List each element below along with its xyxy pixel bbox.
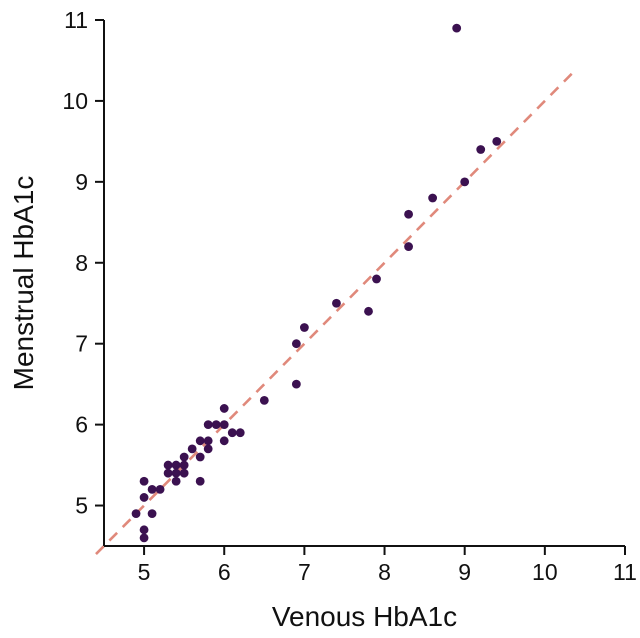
y-tick-label: 8 [75,250,88,276]
data-point [203,436,213,446]
data-point [299,323,309,332]
data-point [163,460,173,470]
x-tick-label: 8 [378,559,391,585]
data-point [428,193,438,203]
data-point [460,177,470,187]
x-tick-label: 5 [138,559,151,585]
y-tick-label: 11 [64,7,88,33]
data-point [171,460,181,470]
data-point [452,23,462,33]
y-tick-label: 5 [75,493,88,519]
data-point [139,525,149,535]
y-axis-title: Menstrual HbA1c [8,176,39,391]
y-tick-label: 9 [75,169,88,195]
data-point [291,379,301,389]
data-point [187,444,197,454]
data-point [372,274,381,284]
data-point [139,533,149,543]
data-point [171,468,181,478]
data-point [235,428,245,438]
x-tick-label: 7 [298,559,311,585]
y-tick-label: 6 [75,412,88,438]
data-point [203,444,213,454]
data-point [259,395,269,405]
y-tick-label: 7 [75,331,88,357]
data-point [404,209,413,219]
x-tick-label: 10 [532,559,558,585]
data-point [203,420,213,430]
data-point [404,242,413,251]
data-point [291,339,301,349]
data-point [364,306,373,316]
data-point [155,484,165,494]
data-point [179,468,189,478]
x-tick-label: 11 [613,559,637,585]
data-point [219,404,229,413]
data-point [195,476,205,486]
data-point [211,420,221,430]
data-point [219,436,229,446]
data-point [332,298,341,308]
x-axis-title: Venous HbA1c [272,601,457,632]
data-point [147,484,157,494]
data-point [219,420,229,430]
data-point [171,476,181,486]
data-point [163,468,173,478]
x-tick-label: 9 [458,559,471,585]
data-point [131,509,141,519]
y-tick-label: 10 [62,88,88,114]
axes [103,20,625,547]
data-point [492,136,502,146]
reference-line-layer [95,67,578,556]
x-tick-label: 6 [218,559,231,585]
data-point [179,460,189,470]
data-point [139,493,149,502]
data-points [131,23,502,543]
y-axis-ticks: 5 6 7 8 9 10 11 [62,7,104,519]
data-point [195,436,205,446]
data-point [179,452,189,462]
data-point [476,145,486,154]
data-point [227,428,237,438]
data-point [139,476,149,486]
data-point [147,509,157,519]
data-point [195,452,205,462]
identity-reference-line [95,67,578,556]
x-axis-ticks: 5 6 7 8 9 10 11 [138,546,637,585]
